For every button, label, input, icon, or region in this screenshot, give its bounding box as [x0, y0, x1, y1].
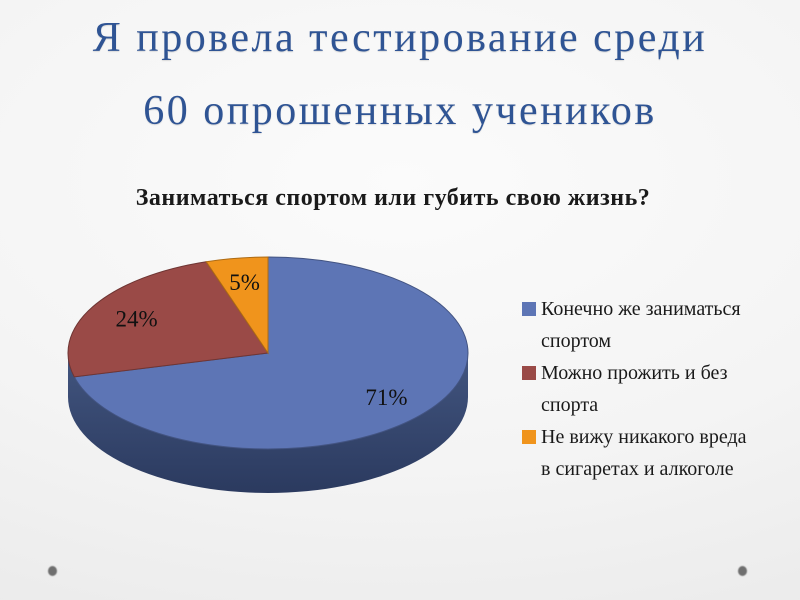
slide-title-line-2: 60 опрошенных учеников	[143, 88, 657, 134]
legend-label-line: Конечно же заниматься	[541, 298, 741, 320]
legend-item-2: Можно прожить и без спорта	[522, 357, 784, 421]
chart-legend: Конечно же заниматься спортом Можно прожит…	[522, 293, 784, 485]
legend-swatch-1	[522, 302, 536, 316]
slide-title: Я провела тестирование среди 60 опрошенн…	[0, 2, 800, 148]
legend-label-2: Можно прожить и без спорта	[541, 357, 728, 421]
pie-data-label-1: 71%	[365, 385, 407, 410]
pie-slice-2	[67, 261, 269, 378]
legend-label-1: Конечно же заниматься спортом	[541, 293, 741, 357]
footer-dot-right	[738, 566, 747, 576]
legend-item-3: Не вижу никакого вреда в сигаретах и алко…	[522, 421, 784, 485]
legend-label-line: Не вижу никакого вреда	[541, 426, 747, 448]
pie-data-label-2: 24%	[115, 306, 157, 331]
legend-label-line: спортом	[541, 330, 612, 352]
legend-label-line: в сигаретах и алкоголе	[541, 458, 734, 480]
legend-label-line: Можно прожить и без	[541, 362, 728, 384]
pie-slice-3	[205, 256, 269, 355]
legend-swatch-3	[522, 430, 536, 444]
pie-side	[68, 353, 468, 493]
slide-title-line-1: Я провела тестирование среди	[92, 15, 708, 61]
legend-label-3: Не вижу никакого вреда в сигаретах и алко…	[541, 421, 747, 485]
pie-data-label-3: 5%	[229, 270, 260, 295]
pie-slice-1	[73, 256, 469, 450]
chart-title: Заниматься спортом или губить свою жизнь…	[135, 185, 651, 211]
footer-dot-left	[48, 566, 57, 576]
legend-item-1: Конечно же заниматься спортом	[522, 293, 784, 357]
pie-chart: 71% 24% 5%	[67, 256, 469, 493]
legend-swatch-2	[522, 366, 536, 380]
legend-label-line: спорта	[541, 394, 599, 416]
